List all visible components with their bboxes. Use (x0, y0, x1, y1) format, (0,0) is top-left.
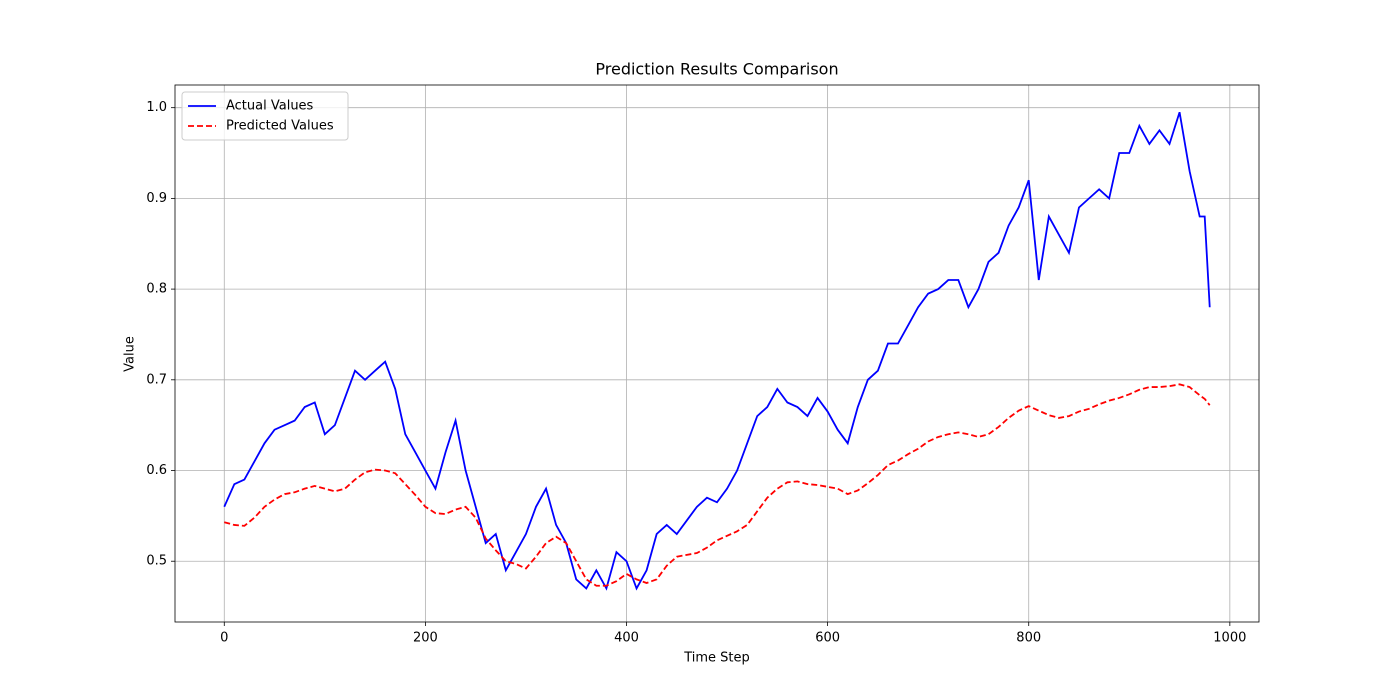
chart-title: Prediction Results Comparison (595, 60, 838, 79)
legend-label: Actual Values (226, 99, 314, 114)
x-axis-label: Time Step (683, 651, 750, 666)
y-tick-label: 0.8 (146, 282, 167, 297)
x-tick-label: 0 (220, 631, 228, 646)
x-tick-label: 600 (815, 631, 840, 646)
x-tick-label: 1000 (1213, 631, 1246, 646)
x-tick-label: 200 (413, 631, 438, 646)
y-axis-label: Value (123, 336, 138, 372)
x-tick-label: 800 (1016, 631, 1041, 646)
y-tick-label: 0.5 (146, 554, 167, 569)
data-line (224, 383, 1211, 587)
y-tick-label: 1.0 (146, 100, 167, 115)
y-tick-label: 0.9 (146, 191, 167, 206)
x-tick-label: 400 (614, 631, 639, 646)
data-line (223, 111, 1211, 591)
legend-label: Predicted Values (226, 119, 334, 134)
y-tick-label: 0.7 (146, 372, 167, 387)
legend-box (181, 91, 349, 141)
plot-frame (174, 84, 1260, 623)
y-tick-label: 0.6 (146, 463, 167, 478)
